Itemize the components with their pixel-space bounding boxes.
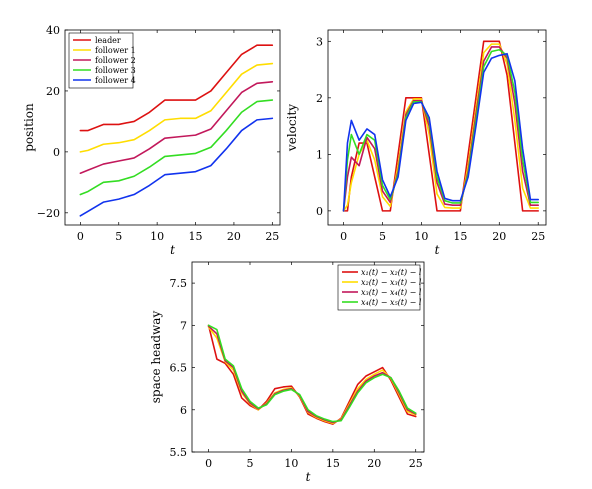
x-tick-label: 5 bbox=[247, 457, 254, 470]
x-tick-label: 25 bbox=[409, 457, 423, 470]
y-tick-label: 7 bbox=[180, 319, 187, 332]
series-line-0 bbox=[342, 40, 540, 212]
chart-panel-0: 0 5 10 15 20 25−2002040tpositionleaderfollowe… bbox=[22, 24, 281, 257]
plot-frame bbox=[327, 29, 547, 226]
x-tick-label: 20 bbox=[227, 230, 241, 243]
x-tick-label: 5 bbox=[379, 230, 386, 243]
series-line-1 bbox=[342, 43, 540, 212]
plot-frame bbox=[191, 261, 425, 453]
y-tick-label: 0 bbox=[53, 146, 60, 159]
y-tick-label: 6 bbox=[180, 404, 187, 417]
x-tick-label: 15 bbox=[189, 230, 203, 243]
y-tick-label: 2 bbox=[316, 92, 323, 105]
series-line-4 bbox=[342, 52, 540, 212]
series-line-4 bbox=[79, 117, 274, 217]
y-tick-label: 20 bbox=[46, 85, 60, 98]
x-tick-label: 25 bbox=[265, 230, 279, 243]
legend-entry-0: leader bbox=[95, 36, 121, 45]
series-line-0 bbox=[207, 324, 417, 425]
x-axis-label: t bbox=[306, 470, 311, 484]
series-line-2 bbox=[207, 325, 417, 424]
x-tick-label: 0 bbox=[205, 457, 212, 470]
series-line-3 bbox=[207, 324, 417, 423]
legend-entry-3: x₄(t) − x₅(t) − l bbox=[361, 298, 422, 307]
y-tick-label: 40 bbox=[46, 24, 60, 37]
x-tick-label: 0 bbox=[340, 230, 347, 243]
legend-entry-0: x₁(t) − x₂(t) − l bbox=[361, 268, 422, 277]
x-tick-label: 20 bbox=[367, 457, 381, 470]
y-tick-label: 5.5 bbox=[170, 446, 188, 459]
x-tick-label: 10 bbox=[284, 457, 298, 470]
y-axis-label: space headway bbox=[149, 311, 163, 404]
x-tick-label: 10 bbox=[414, 230, 428, 243]
series-line-0 bbox=[79, 44, 274, 132]
legend-entry-3: follower 3 bbox=[95, 66, 136, 75]
x-axis-label: t bbox=[170, 243, 175, 257]
y-axis-label: position bbox=[22, 103, 36, 152]
y-tick-label: 6.5 bbox=[170, 362, 188, 375]
x-tick-label: 0 bbox=[77, 230, 84, 243]
y-axis-label: velocity bbox=[285, 104, 299, 152]
y-tick-label: −20 bbox=[37, 207, 60, 220]
legend-entry-1: follower 1 bbox=[95, 46, 136, 55]
series-line-1 bbox=[79, 62, 274, 153]
chart-panel-1: 0 5 10 15 20 25 0 1 2 3 t velocity bbox=[285, 29, 547, 257]
x-tick-label: 10 bbox=[150, 230, 164, 243]
x-tick-label: 5 bbox=[115, 230, 122, 243]
y-tick-label: 0 bbox=[316, 205, 323, 218]
x-tick-label: 25 bbox=[531, 230, 545, 243]
chart-panel-2: 0 5 10 15 20 25 5.5 6 6.5 7 7.5 t space headway x₁(t)… bbox=[149, 261, 425, 484]
legend-entry-2: follower 2 bbox=[95, 56, 136, 65]
y-tick-label: 3 bbox=[316, 35, 323, 48]
x-tick-label: 20 bbox=[492, 230, 506, 243]
y-tick-label: 1 bbox=[316, 148, 323, 161]
legend-entry-2: x₃(t) − x₄(t) − l bbox=[361, 288, 422, 297]
y-tick-label: 7.5 bbox=[170, 277, 188, 290]
legend-entry-1: x₂(t) − x₃(t) − l bbox=[361, 278, 422, 287]
plot-frame bbox=[64, 29, 281, 226]
x-axis-label: t bbox=[435, 243, 440, 257]
series-line-2 bbox=[79, 81, 274, 174]
x-tick-label: 15 bbox=[326, 457, 340, 470]
x-tick-label: 15 bbox=[453, 230, 467, 243]
series-line-3 bbox=[79, 99, 274, 196]
legend-entry-4: follower 4 bbox=[95, 76, 136, 85]
